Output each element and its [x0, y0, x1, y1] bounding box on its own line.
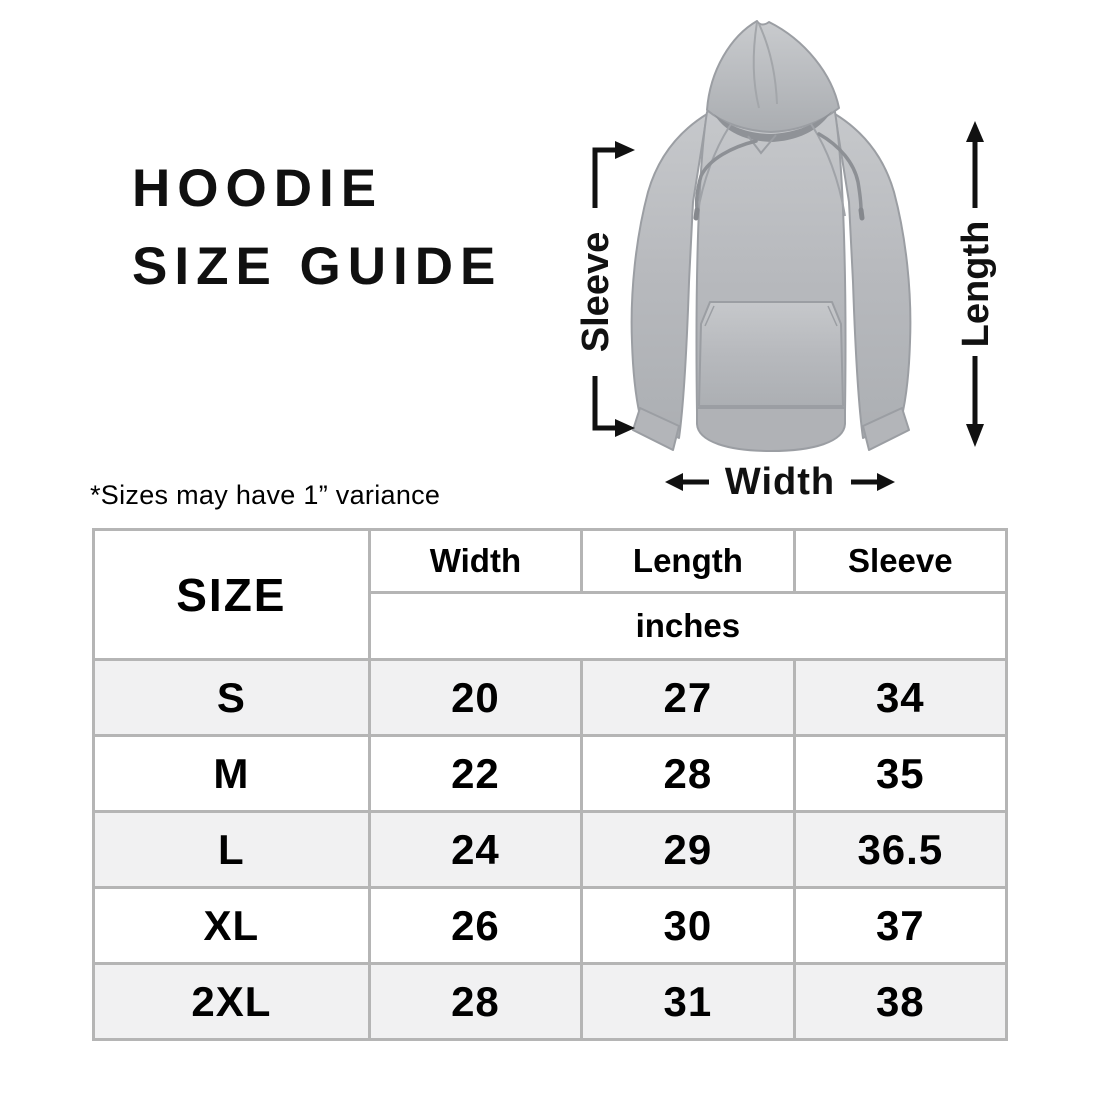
size-table: SIZE Width Length Sleeve inches S 20 27 … — [92, 528, 1009, 1041]
length-arrowhead-up-icon — [966, 121, 984, 142]
drawstrings — [694, 132, 863, 212]
hood-fold-lines — [752, 21, 778, 109]
width-arrow-right-icon — [851, 473, 896, 491]
sleeve-value-cell: 37 — [792, 886, 1009, 965]
table-header-row: SIZE Width Length Sleeve — [92, 528, 1009, 661]
hoodie-pocket — [698, 301, 844, 407]
size-cell: M — [92, 734, 371, 813]
size-cell: S — [92, 658, 371, 737]
size-cell: L — [92, 810, 371, 889]
sleeve-arrowhead-top-icon — [615, 141, 635, 159]
hoodie-left-cuff — [632, 407, 680, 451]
width-arrow-left-icon — [664, 473, 709, 491]
title-line-2: SIZE GUIDE — [132, 237, 503, 296]
length-annotation: Length — [955, 121, 997, 447]
size-cell: 2XL — [92, 962, 371, 1041]
table-unit-label: inches — [367, 591, 1009, 661]
hoodie-left-sleeve — [630, 113, 708, 439]
sleeve-label: Sleeve — [575, 232, 617, 352]
table-row-2xl: 2XL 28 31 38 — [92, 962, 1009, 1041]
size-variance-note: *Sizes may have 1” variance — [90, 480, 441, 510]
length-value-cell: 27 — [580, 658, 796, 737]
table-row-m: M 22 28 35 — [92, 734, 1009, 813]
table-row-s: S 20 27 34 — [92, 658, 1009, 737]
table-header-width: Width — [367, 528, 584, 594]
length-value-cell: 31 — [580, 962, 796, 1041]
width-annotation: Width — [605, 456, 955, 508]
width-value-cell: 26 — [367, 886, 584, 965]
size-cell: XL — [92, 886, 371, 965]
pocket-stitches — [704, 305, 838, 327]
table-header-size: SIZE — [92, 528, 371, 661]
hoodie-right-cuff — [862, 407, 910, 451]
length-label: Length — [955, 221, 997, 348]
sleeve-value-cell: 38 — [792, 962, 1009, 1041]
length-arrowhead-down-icon — [966, 424, 984, 447]
hoodie-hem-band — [696, 407, 846, 452]
title-line-1: HOODIE — [132, 159, 384, 218]
sleeve-value-cell: 34 — [792, 658, 1009, 737]
sleeve-annotation: Sleeve — [575, 141, 635, 437]
sleeve-value-cell: 35 — [792, 734, 1009, 813]
drawstring-tips — [693, 207, 865, 221]
length-value-cell: 29 — [580, 810, 796, 889]
table-unit-row: inches — [94, 591, 1009, 661]
sleeve-arrowhead-bottom-icon — [615, 419, 635, 437]
hoodie-illustration — [630, 20, 912, 452]
width-value-cell: 24 — [367, 810, 584, 889]
length-value-cell: 28 — [580, 734, 796, 813]
width-value-cell: 20 — [367, 658, 584, 737]
hoodie-right-sleeve — [834, 113, 912, 439]
hoodie-hood — [706, 20, 840, 133]
sleeve-value-cell: 36.5 — [792, 810, 1009, 889]
width-value-cell: 28 — [367, 962, 584, 1041]
length-value-cell: 30 — [580, 886, 796, 965]
hoodie-neck-shadow — [714, 111, 832, 142]
table-row-l: L 24 29 36.5 — [92, 810, 1009, 889]
width-value-cell: 22 — [367, 734, 584, 813]
sleeve-bracket-arrow-icon — [592, 147, 617, 431]
table-header-sleeve: Sleeve — [792, 528, 1009, 594]
table-row-xl: XL 26 30 37 — [92, 886, 1009, 965]
width-label: Width — [724, 460, 836, 503]
page-title: HOODIE SIZE GUIDE — [132, 150, 502, 306]
table-header-length: Length — [580, 528, 796, 594]
